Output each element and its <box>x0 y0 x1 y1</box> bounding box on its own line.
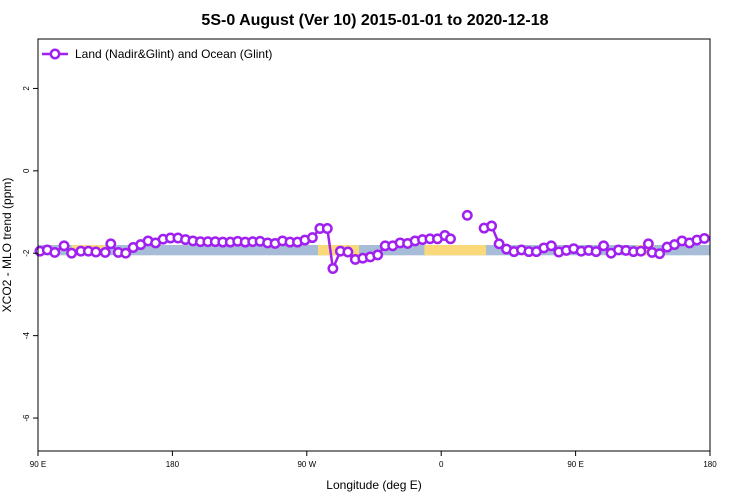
y-tick-label: -4 <box>22 332 31 340</box>
data-point <box>49 246 61 258</box>
data-point <box>306 232 318 244</box>
data-point <box>642 238 654 250</box>
x-tick-label: 180 <box>703 460 717 469</box>
data-point <box>99 246 111 258</box>
series-layer <box>34 209 710 274</box>
data-point <box>545 240 557 252</box>
legend-entry-label: Land (Nadir&Glint) and Ocean (Glint) <box>75 47 272 61</box>
ocean-band <box>38 245 710 256</box>
x-axis: 90 E 180 90 W 0 90 E 180 <box>30 451 717 469</box>
x-tick-label: 90 E <box>30 460 46 469</box>
chart-title: 5S-0 August (Ver 10) 2015-01-01 to 2020-… <box>201 12 548 29</box>
y-tick-label: 0 <box>22 168 31 173</box>
x-axis-label: Longitude (deg E) <box>326 478 421 492</box>
data-point <box>321 223 333 234</box>
data-point <box>342 246 354 258</box>
data-point <box>598 240 610 252</box>
y-tick-label: 2 <box>22 86 31 91</box>
legend-marker <box>49 48 61 60</box>
data-point <box>327 263 339 274</box>
y-axis-label: XCO2 - MLO trend (ppm) <box>0 178 14 313</box>
data-point <box>590 246 602 258</box>
x-tick-label: 90 E <box>567 460 583 469</box>
y-tick-label: -6 <box>22 414 31 422</box>
data-point <box>90 246 102 258</box>
data-point <box>120 247 132 259</box>
y-axis: -6 -4 -2 0 2 <box>22 86 38 422</box>
data-point <box>58 240 70 252</box>
x-tick-label: 90 W <box>297 460 316 469</box>
data-point <box>486 220 498 232</box>
x-tick-label: 0 <box>439 460 444 469</box>
y-tick-label: -2 <box>22 249 31 257</box>
data-point <box>66 247 78 259</box>
data-point <box>461 209 473 221</box>
plot-frame <box>37 38 711 452</box>
data-point <box>493 238 505 250</box>
data-point <box>698 232 710 244</box>
data-point <box>372 249 384 261</box>
data-point <box>445 233 456 245</box>
data-point <box>105 238 117 250</box>
data-point <box>654 248 666 260</box>
legend: Land (Nadir&Glint) and Ocean (Glint) <box>42 47 272 61</box>
data-point <box>635 245 647 257</box>
x-tick-label: 180 <box>166 460 180 469</box>
land-band <box>424 245 486 256</box>
